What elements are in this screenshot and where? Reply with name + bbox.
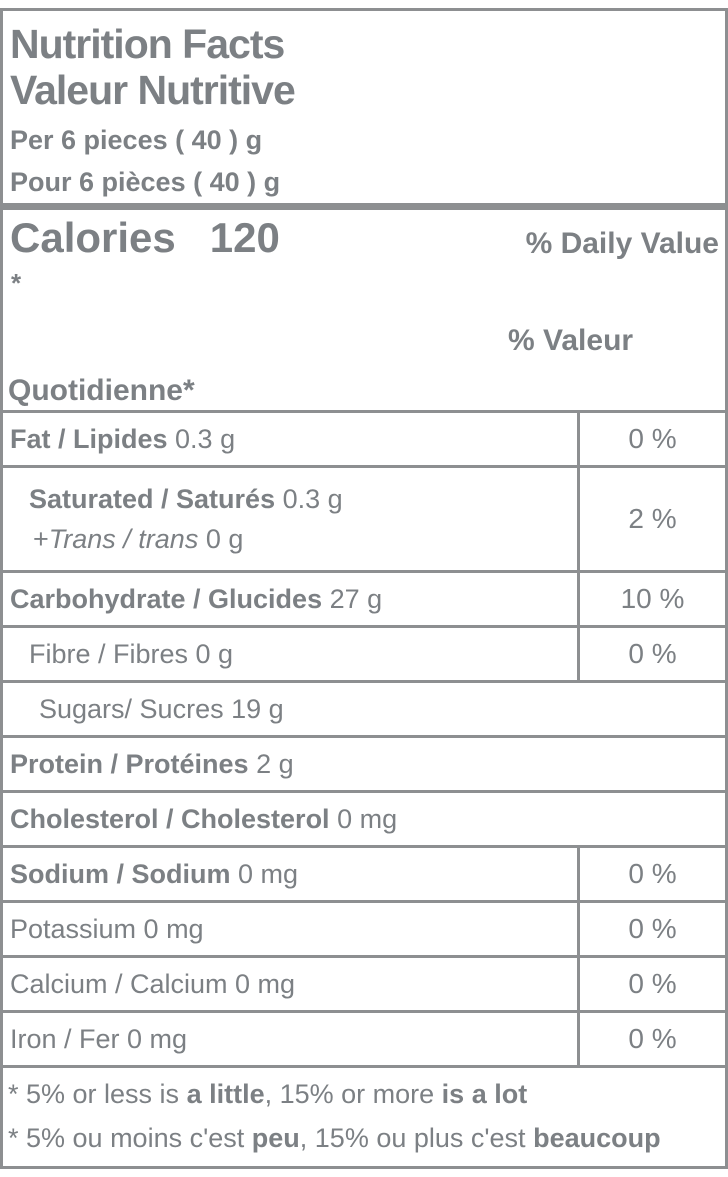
daily-value: 0 % [628,858,677,889]
nutrient-label: Potassium 0 mg [10,914,204,944]
nutrient-name: Cholesterol / Cholesterol [10,804,330,834]
nutrient-label: Calcium / Calcium 0 mg [10,969,296,999]
nutrient-label: Fibre / Fibres 0 g [29,639,234,669]
daily-value-cell: 0 % [577,628,725,680]
label-header: Nutrition Facts Valeur Nutritive Per 6 p… [3,11,725,203]
nutrient-label: Protein / Protéines 2 g [3,738,725,790]
footnote-bold: beaucoup [533,1123,661,1153]
nutrient-amount: 0.3 g [167,424,236,454]
nutrient-amount: 27 g [322,584,383,614]
nutrient-amount: 0 mg [230,859,299,889]
footnote-text: , 15% or more [264,1079,442,1109]
daily-value-cell: 0 % [577,958,725,1010]
daily-value-cell: 0 % [577,903,725,955]
footnote-bold: a little [186,1079,265,1109]
daily-value: 2 % [628,503,677,534]
nutrient-name: Protein / Protéines [10,749,249,779]
daily-value-cell: 0 % [577,413,725,465]
daily-value-header-fr-line1: % Valeur [508,324,634,357]
nutrient-label: Saturated / Saturés 0.3 g +Trans / trans… [3,468,577,570]
nutrient-label: Iron / Fer 0 mg [10,1024,188,1054]
daily-value-cell: 10 % [577,573,725,625]
nutrient-amount: 0.3 g [275,484,343,514]
nutrient-name: Saturated / Saturés [29,484,276,514]
nutrient-label: Cholesterol / Cholesterol 0 mg [3,793,725,845]
serving-size-block: Per 6 pieces ( 40 ) g Pour 6 pièces ( 40… [10,119,715,203]
daily-value-cell: 0 % [577,848,725,900]
title-en: Nutrition Facts [10,21,285,67]
nutrient-row-fat: Fat / Lipides 0.3 g 0 % [3,413,725,465]
nutrient-row-carbohydrate: Carbohydrate / Glucides 27 g 10 % [3,570,725,625]
nutrient-row-cholesterol: Cholesterol / Cholesterol 0 mg [3,790,725,845]
footnote-fr: * 5% ou moins c'est peu, 15% ou plus c'e… [8,1116,717,1160]
nutrient-label: Carbohydrate / Glucides 27 g [3,573,577,625]
nutrient-row-iron: Iron / Fer 0 mg 0 % [3,1010,725,1065]
plus-sign: + [33,524,49,554]
daily-value-cell: 2 % [577,468,725,570]
calories-section: Calories 120 % Daily Value * % Valeur Quo… [3,210,725,413]
daily-value: 0 % [628,913,677,944]
footnote-bold: is a lot [441,1079,528,1109]
nutrient-row-calcium: Calcium / Calcium 0 mg 0 % [3,955,725,1010]
nutrient-name: Carbohydrate / Glucides [10,584,323,614]
footnote-text: , 15% ou plus c'est [299,1123,534,1153]
serving-size-en: Per 6 pieces ( 40 ) g [10,125,263,155]
header-divider-bar [3,203,725,210]
calories-label: Calories [10,214,176,261]
daily-value-header-fr-line2: Quotidienne* [8,374,195,407]
daily-value-cell: 0 % [577,1013,725,1065]
nutrient-amount: 2 g [248,749,294,779]
daily-value: 0 % [628,1023,677,1054]
nutrient-row-potassium: Potassium 0 mg 0 % [3,900,725,955]
saturated-line: Saturated / Saturés 0.3 g [29,479,569,519]
nutrient-table: Fat / Lipides 0.3 g 0 % Saturated / Satu… [3,413,725,1065]
nutrient-name: Fat / Lipides [10,424,168,454]
nutrient-row-saturated-trans: Saturated / Saturés 0.3 g +Trans / trans… [3,465,725,570]
nutrient-row-protein: Protein / Protéines 2 g [3,735,725,790]
daily-value: 0 % [628,638,677,669]
daily-value-header-en: % Daily Value [525,227,719,260]
footnote-text: * 5% or less is [8,1079,187,1109]
serving-size-fr: Pour 6 pièces ( 40 ) g [10,167,281,197]
nutrient-label: Sodium / Sodium 0 mg [3,848,577,900]
nutrient-row-fibre: Fibre / Fibres 0 g 0 % [3,625,725,680]
nutrient-row-sugars: Sugars/ Sucres 19 g [3,680,725,735]
nutrient-label: Sugars/ Sucres 19 g [39,694,284,724]
trans-amount: 0 g [198,524,244,554]
daily-value: 10 % [620,583,685,614]
trans-line: +Trans / trans 0 g [29,519,569,559]
footnote-section: * 5% or less is a little, 15% or more is… [3,1065,725,1166]
footnote-text: * 5% ou moins c'est [8,1123,252,1153]
daily-value-asterisk: * [11,268,22,298]
footnote-bold: peu [251,1123,300,1153]
calories-line: Calories 120 [10,214,280,262]
daily-value: 0 % [628,968,677,999]
calories-value: 120 [209,214,280,261]
nutrient-amount: 0 mg [329,804,398,834]
footnote-en: * 5% or less is a little, 15% or more is… [8,1072,717,1116]
daily-value: 0 % [628,423,677,454]
label-panel: Nutrition Facts Valeur Nutritive Per 6 p… [0,8,728,1169]
nutrient-label: Fat / Lipides 0.3 g [3,413,577,465]
nutrient-name: Sodium / Sodium [10,859,231,889]
trans-name: Trans / trans [48,524,199,554]
title-fr: Valeur Nutritive [10,67,296,113]
nutrient-row-sodium: Sodium / Sodium 0 mg 0 % [3,845,725,900]
